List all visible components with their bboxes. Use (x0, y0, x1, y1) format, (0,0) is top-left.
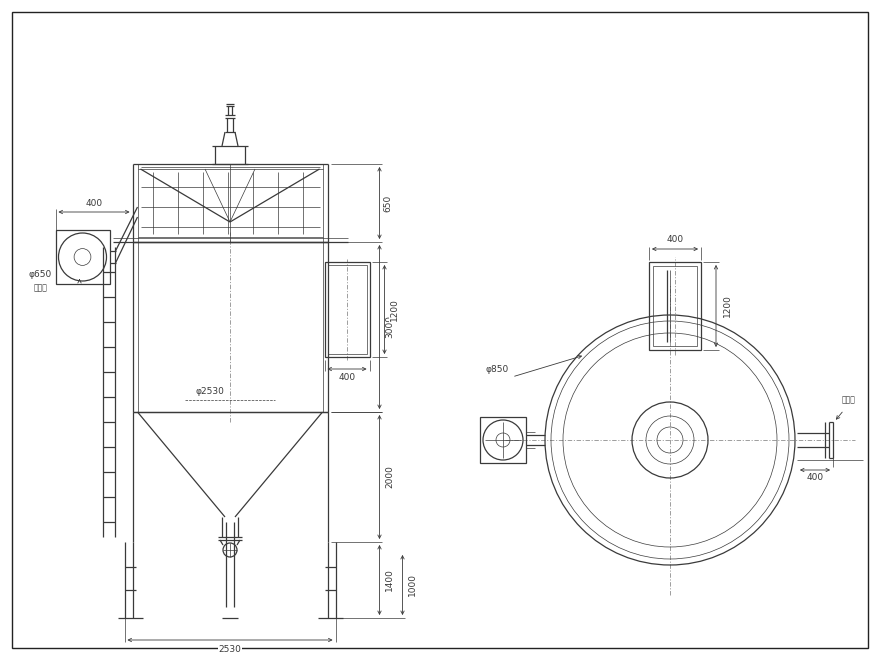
Bar (649, 262, 701, 350)
Text: 2000: 2000 (385, 465, 394, 488)
Text: 650: 650 (383, 195, 392, 212)
Text: 1200: 1200 (722, 294, 731, 317)
Text: 排风口: 排风口 (842, 395, 856, 404)
Text: 400: 400 (85, 199, 103, 209)
Text: 400: 400 (806, 473, 824, 482)
Text: 3000: 3000 (385, 315, 394, 339)
Bar (480, 417, 526, 463)
Text: 进风口: 进风口 (33, 283, 48, 292)
Text: φ850: φ850 (486, 365, 509, 374)
Bar (653, 266, 697, 346)
Bar (55, 230, 109, 284)
Text: φ2530: φ2530 (195, 387, 224, 396)
Text: φ650: φ650 (29, 270, 52, 279)
Text: 400: 400 (339, 372, 356, 381)
Text: 1000: 1000 (408, 574, 417, 597)
Bar (327, 265, 366, 354)
Text: 1400: 1400 (385, 568, 394, 591)
Text: 1200: 1200 (390, 298, 399, 321)
Text: 400: 400 (666, 236, 684, 244)
Bar (325, 262, 370, 357)
Text: 2530: 2530 (218, 645, 241, 653)
